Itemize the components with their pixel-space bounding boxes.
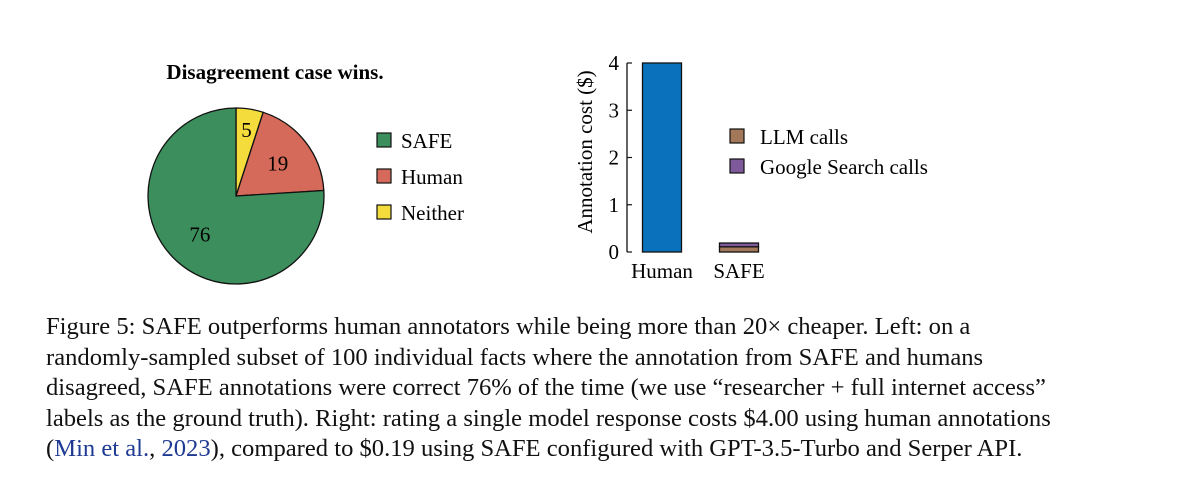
- pie-chart: Disagreement case wins. 5 19 76 SAFE Human N…: [147, 60, 464, 285]
- caption-line-3: disagreed, SAFE annotations were correct…: [46, 374, 1046, 401]
- legend-swatch-llm-calls: [729, 128, 745, 144]
- bar-chart: Annotation cost ($) 0 1 2 3 4 Human SAFE LLM …: [573, 51, 928, 283]
- x-tick-label-human: Human: [631, 259, 693, 283]
- pie-label-safe: 76: [189, 222, 210, 246]
- legend-label-neither: Neither: [401, 201, 464, 225]
- caption-line-1-start: Figure 5: SAFE outperforms human annotat…: [46, 313, 768, 340]
- y-tick-label: 0: [609, 240, 620, 264]
- legend-label-safe: SAFE: [401, 129, 452, 153]
- citation-separator: ,: [149, 435, 162, 462]
- paren-open: (: [46, 435, 55, 462]
- legend-label-google-search-calls: Google Search calls: [760, 155, 928, 179]
- bar-safe-google-search-calls: [718, 242, 760, 248]
- x-tick-label-safe: SAFE: [713, 259, 764, 283]
- caption-line-2: randomly-sampled subset of 100 individua…: [46, 343, 984, 371]
- caption-line-5-rest: ), compared to $0.19 using SAFE configur…: [210, 435, 1023, 462]
- caption-line-1-end: cheaper. Left: on a: [781, 313, 971, 340]
- pie-label-human: 19: [267, 152, 288, 176]
- caption-line-1: Figure 5: SAFE outperforms human annotat…: [46, 312, 1156, 343]
- y-axis: 0 1 2 3 4: [609, 51, 632, 264]
- caption-line-5: (Min et al., 2023), compared to $0.19 us…: [46, 434, 1156, 465]
- legend-label-llm-calls: LLM calls: [760, 125, 848, 149]
- pie-label-neither: 5: [241, 118, 252, 142]
- x-axis-ticks: Human SAFE: [631, 259, 765, 283]
- y-tick-label: 4: [609, 51, 620, 75]
- citation-year-link[interactable]: 2023: [161, 435, 211, 462]
- legend-swatch-google-search-calls: [729, 158, 745, 174]
- bar-human-human-annotation: [641, 62, 683, 253]
- pie-slice-safe: [147, 107, 325, 285]
- pie-legend: SAFE Human Neither: [376, 129, 464, 225]
- pie-slices: 5 19 76: [147, 107, 325, 285]
- pie-slice-human: [235, 111, 325, 197]
- citation-author-link[interactable]: Min et al.: [54, 435, 150, 462]
- bar-safe-llm-calls: [718, 246, 760, 253]
- y-axis-label: Annotation cost ($): [573, 70, 597, 233]
- legend-swatch-neither: [376, 204, 392, 220]
- legend-label-human: Human: [401, 165, 463, 189]
- y-tick-label: 3: [609, 98, 620, 122]
- legend-swatch-safe: [376, 132, 392, 148]
- y-tick-label: 1: [609, 193, 620, 217]
- bar-legend: LLM calls Google Search calls: [729, 125, 928, 179]
- figure-canvas: Disagreement case wins. 5 19 76 SAFE Human N…: [147, 51, 928, 285]
- legend-swatch-human: [376, 168, 392, 184]
- caption-line-4: labels as the ground truth). Right: rati…: [46, 404, 1051, 432]
- times-sign: ×: [767, 313, 782, 340]
- bars: [641, 62, 760, 253]
- pie-title: Disagreement case wins.: [166, 60, 383, 84]
- y-tick-label: 2: [609, 146, 620, 170]
- figure-caption: Figure 5: SAFE outperforms human annotat…: [46, 312, 1156, 465]
